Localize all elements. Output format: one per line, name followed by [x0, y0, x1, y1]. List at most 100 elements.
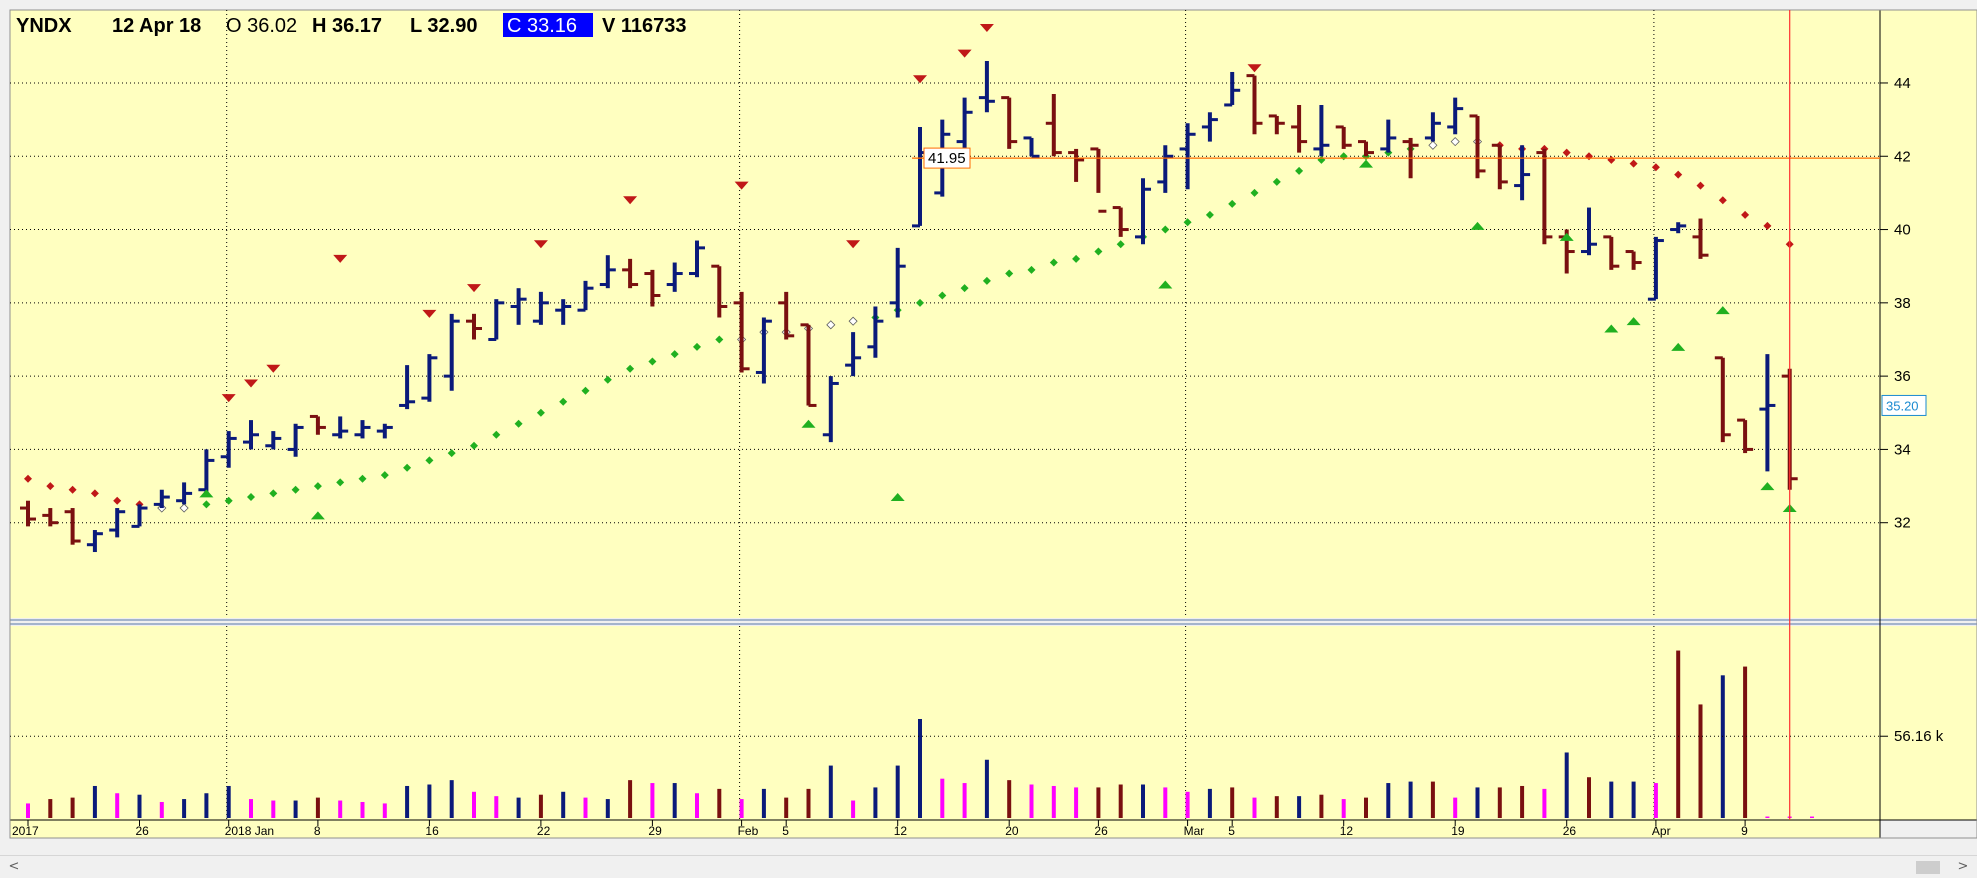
price-tick-label: 38 — [1894, 295, 1911, 312]
time-tick-label: 5 — [1228, 824, 1235, 838]
price-panel — [10, 10, 1880, 618]
volume-bar — [1051, 785, 1056, 818]
buy-arrow — [199, 489, 214, 498]
svg-text:41.95: 41.95 — [928, 150, 966, 167]
volume-bar — [1765, 816, 1770, 818]
time-tick-label: 26 — [136, 824, 150, 838]
volume-bar — [761, 788, 766, 818]
volume-bar — [650, 783, 655, 818]
sar-dot — [581, 386, 590, 395]
volume-bar — [962, 783, 967, 818]
sar-dot — [1718, 196, 1727, 205]
volume-bar — [494, 796, 499, 818]
sar-dot — [224, 496, 233, 505]
sar-dot — [269, 489, 278, 498]
sar-dot — [1428, 140, 1438, 150]
symbol-label: YNDX — [16, 15, 72, 37]
buy-arrow — [801, 419, 816, 428]
sell-arrow — [533, 240, 548, 249]
sar-dot — [470, 441, 478, 450]
scroll-left-arrow[interactable]: < — [8, 859, 20, 874]
volume-bar — [1408, 781, 1413, 818]
volume-bar — [1364, 797, 1368, 818]
buy-arrow — [1158, 280, 1173, 289]
sar-dot — [693, 342, 701, 351]
sar-dot — [447, 449, 456, 458]
sar-dot — [603, 375, 612, 384]
volume-bar — [806, 788, 811, 818]
volume-bar — [1319, 794, 1324, 818]
volume-bar — [26, 803, 30, 818]
volume-bar — [984, 759, 989, 818]
buy-arrow — [1715, 306, 1730, 315]
volume-bar — [1564, 752, 1569, 818]
sar-dot — [559, 397, 568, 406]
scroll-right-arrow[interactable]: > — [1957, 859, 1969, 874]
volume-bar — [895, 765, 900, 818]
volume-bar — [360, 801, 365, 818]
sar-dot — [1295, 166, 1304, 175]
time-tick-label: 22 — [537, 824, 551, 838]
sar-dot — [1205, 210, 1214, 219]
sar-dot — [848, 316, 858, 326]
price-axis-strip — [1880, 10, 1977, 618]
horizontal-scrollbar[interactable]: < > — [0, 855, 1977, 878]
sar-dot — [1005, 269, 1014, 278]
volume-bar — [226, 785, 231, 818]
volume-bar — [1676, 650, 1681, 818]
volume-bar — [182, 799, 187, 818]
chart-area[interactable]: 32 34 36 38 40 42 44 2017 26 2018 Jan 8 16 22 29 Feb 5… — [0, 0, 1977, 855]
buy-arrow — [890, 493, 905, 502]
sell-arrow — [734, 181, 749, 190]
time-tick-label: 19 — [1451, 824, 1465, 838]
volume-bar — [583, 797, 588, 818]
sell-arrow — [221, 394, 236, 403]
volume-bar — [405, 785, 410, 818]
last-price-label: 35.20 — [1881, 394, 1927, 416]
sar-dot — [1696, 181, 1705, 190]
volume-bar — [1720, 675, 1725, 818]
open-label: O 36.02 — [226, 15, 297, 37]
svg-text:35.20: 35.20 — [1886, 398, 1919, 413]
price-tick-label: 44 — [1894, 75, 1911, 92]
volume-bar — [918, 718, 922, 818]
volume-bar — [1185, 791, 1190, 818]
time-tick-label: 8 — [314, 824, 321, 838]
volume-bar — [940, 778, 945, 818]
volume-bar — [1430, 781, 1435, 818]
volume-bar — [293, 800, 298, 818]
volume-bar — [1141, 784, 1145, 818]
sar-dot — [670, 350, 679, 359]
sar-dot — [425, 456, 434, 465]
sar-dot — [1272, 177, 1281, 186]
volume-bar — [427, 784, 432, 818]
sar-dot — [46, 482, 55, 491]
sar-dot — [492, 430, 501, 439]
sar-dot — [982, 276, 991, 285]
sar-dot — [536, 408, 545, 417]
sar-dot — [1228, 199, 1237, 208]
sar-dot — [1562, 148, 1571, 157]
volume-bar — [1386, 783, 1391, 818]
volume-bar — [628, 780, 633, 818]
volume-bar — [1074, 787, 1079, 818]
sar-dot — [1027, 265, 1036, 274]
time-axis-strip — [10, 820, 1880, 838]
volume-bar — [1029, 784, 1034, 818]
volume-bar — [204, 793, 209, 818]
time-tick-label: 29 — [648, 824, 662, 838]
time-tick-label: 26 — [1094, 824, 1108, 838]
price-tick-label: 42 — [1894, 148, 1911, 165]
sar-dot — [938, 291, 947, 300]
signal-arrows — [199, 24, 1797, 520]
scroll-thumb[interactable] — [1916, 861, 1940, 874]
volume-bar — [1520, 785, 1525, 818]
buy-arrow — [310, 511, 325, 520]
time-tick-label: 16 — [425, 824, 439, 838]
sar-dot — [648, 357, 657, 366]
price-chart[interactable]: 32 34 36 38 40 42 44 2017 26 2018 Jan 8 16 22 29 Feb 5… — [0, 0, 1977, 855]
volume-bar — [1007, 780, 1012, 818]
volume-bar — [1252, 797, 1257, 818]
volume-bar — [1163, 787, 1168, 818]
volume-bar — [1274, 796, 1279, 818]
